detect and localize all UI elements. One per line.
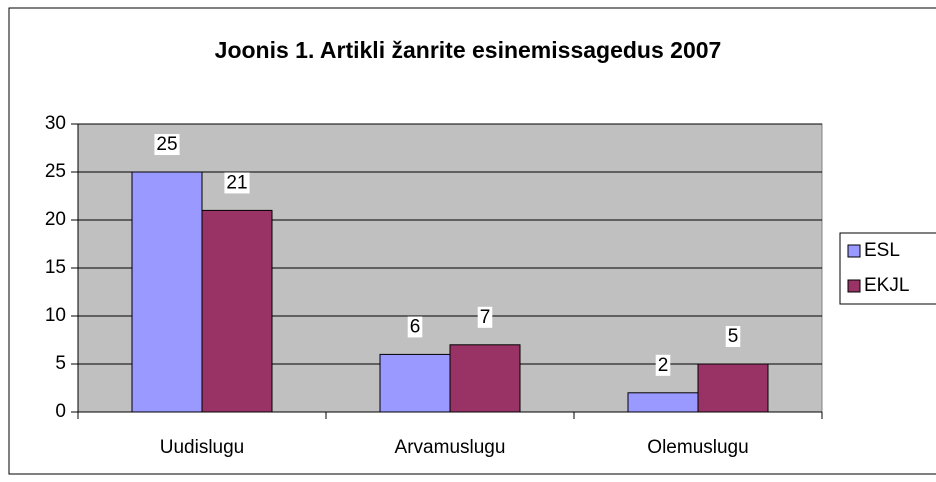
bar [379, 353, 451, 413]
y-tick-label: 20 [45, 209, 66, 230]
legend-swatch [847, 279, 861, 293]
data-label: 2 [658, 355, 669, 376]
y-tick-label: 30 [45, 113, 66, 134]
bar [697, 363, 769, 413]
bar [201, 209, 273, 413]
y-tick-label: 5 [55, 353, 66, 374]
bar [131, 171, 203, 413]
data-label-bg [154, 134, 180, 156]
y-tick-label: 25 [45, 161, 66, 182]
y-tick-label: 10 [45, 305, 66, 326]
data-label: 25 [156, 134, 177, 155]
data-label: 6 [410, 316, 421, 337]
legend-label: ESL [864, 240, 900, 261]
data-label: 21 [226, 172, 247, 193]
bar [449, 344, 521, 413]
data-label-bg [477, 306, 493, 328]
y-tick-label: 0 [55, 401, 66, 422]
data-label: 7 [480, 307, 491, 328]
data-label: 5 [728, 326, 739, 347]
y-tick-label: 15 [45, 257, 66, 278]
data-label-bg [725, 326, 741, 348]
data-label-bg [224, 172, 250, 194]
legend-label: EKJL [864, 275, 909, 296]
legend-swatch [847, 244, 861, 258]
x-tick-label: Uudislugu [160, 437, 245, 458]
chart-title: Joonis 1. Artikli žanrite esinemissagedu… [215, 37, 722, 63]
x-tick-label: Olemuslugu [647, 437, 748, 458]
data-label-bg [655, 354, 671, 376]
data-label-bg [407, 316, 423, 338]
x-tick-label: Arvamuslugu [395, 437, 506, 458]
bar [627, 392, 699, 413]
